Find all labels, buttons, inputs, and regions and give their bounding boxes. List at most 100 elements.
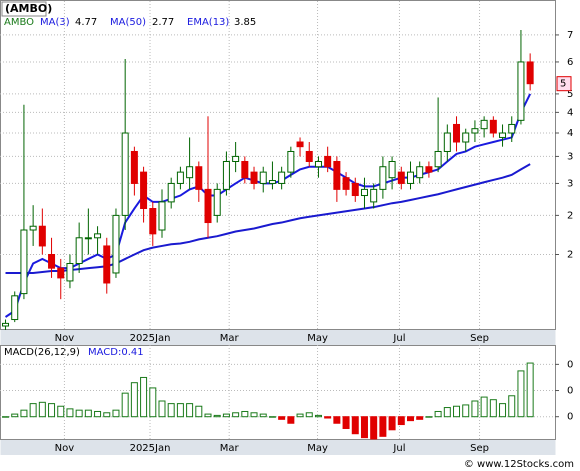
candle-body [103,245,111,284]
ma-line [4,93,532,318]
y-tick-label: 3 [567,151,573,162]
y-tick-label: 6 [567,57,573,68]
macd-bar [222,413,230,418]
candle-body [278,171,286,184]
legend-value: 3.85 [234,17,256,28]
macd-bar [314,414,322,418]
macd-bar [130,382,138,418]
candle-body [379,166,387,190]
candle-body [112,214,120,274]
y-tick-label: 4 [567,107,573,118]
candle-body [195,166,203,190]
candle-body [287,150,295,173]
macd-bar [176,403,184,418]
candle-body [121,132,129,216]
macd-bar [20,409,28,418]
candle-body [222,160,230,190]
candle-body [2,322,10,327]
y-tick-label: 5 [567,89,573,100]
candle-body [29,225,37,231]
macd-bar [121,392,129,418]
macd-bar [489,399,497,418]
macd-bar [29,403,37,418]
macd-bar [499,403,507,418]
candle-body [508,123,516,134]
candle-body [176,171,184,184]
candle-body [48,253,56,269]
legend-name: EMA(13) [187,17,229,28]
x-tick-label: 2025Jan [130,333,171,344]
macd-bar [75,409,83,418]
candle-body [259,171,267,184]
candle-body [130,150,138,184]
macd-bar [388,416,396,431]
macd-title: MACD(26,12,9) [4,347,80,358]
macd-bar [508,395,516,418]
x-axis-band [0,440,556,455]
macd-label: MACD:0.41 [88,347,144,358]
macd-bar [443,407,451,418]
macd-bar [434,410,442,418]
candle-body [167,182,175,203]
macd-bar [149,387,157,418]
candle-body [84,237,92,240]
candle-body [241,160,249,179]
candle-body [462,132,470,143]
macd-bar [57,405,65,418]
macd-bar [287,416,295,424]
ma-line [5,163,531,274]
macd-bar [425,416,433,418]
candle-body [314,160,322,168]
candle-body [140,171,148,210]
macd-panel [0,345,556,440]
macd-bar [38,401,46,418]
y-tick-label: 2 [567,249,573,260]
macd-bar [462,404,470,418]
candle-body [471,128,479,134]
candle-body [268,180,276,184]
candle-body [388,160,396,179]
macd-bar [480,396,488,418]
macd-bar [250,412,258,418]
price-panel [0,0,556,330]
legend-value: 4.77 [75,17,97,28]
candle-body [324,155,332,168]
candle-body [397,171,405,184]
legend-value: 2.77 [152,17,174,28]
macd-bar [66,408,74,418]
macd-bar [103,412,111,418]
candle-body [250,171,258,184]
candle-body [66,262,74,282]
candle-body [204,188,212,224]
candle-body [526,61,534,85]
legend-symbol: AMBO [4,17,34,28]
candle-body [453,123,461,143]
candle-body [360,188,368,197]
macd-bar [195,405,203,418]
macd-bar [112,409,120,418]
y-tick-label: 0 [567,412,573,423]
candle-body [149,208,157,235]
candle-body [333,160,341,190]
candle-body [434,150,442,168]
candle-body [416,166,424,179]
x-tick-label: Mar [220,333,240,344]
legend-name: MA(50) [110,17,146,28]
macd-bar [232,412,240,418]
candle-body [296,141,304,148]
x-tick-label: Sep [470,333,489,344]
macd-bar [259,413,267,418]
y-tick-label: 7 [567,30,573,41]
macd-bar [11,413,19,418]
x-tick-label: Nov [55,333,75,344]
legend-name: MA(3) [40,17,70,28]
footer: © www.12Stocks.com [464,459,574,470]
macd-bar [305,412,313,418]
macd-bar [158,400,166,418]
x-tick-label: May [307,333,328,344]
macd-bar [360,416,368,439]
macd-bar [333,416,341,424]
candle-body [305,150,313,162]
candle-body [480,119,488,130]
macd-bar [416,416,424,420]
